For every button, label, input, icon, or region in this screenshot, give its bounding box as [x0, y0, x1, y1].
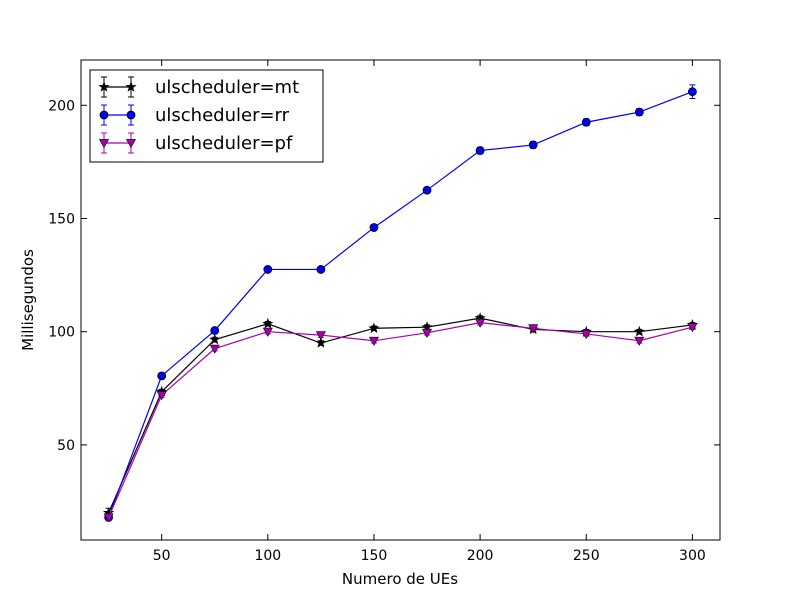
series-line: [108, 322, 693, 518]
y-tick-label: 150: [48, 211, 75, 227]
y-tick-label: 50: [57, 438, 75, 454]
axis-ticks: 50 100 150 200 250 300 50 100 150 200: [48, 60, 720, 564]
legend-entry-0: ulscheduler=mt: [98, 76, 299, 98]
x-axis-label: Numero de UEs: [342, 570, 458, 588]
legend: ulscheduler=mt ulscheduler=rr ulscheduler=…: [89, 69, 324, 163]
series-line: [108, 91, 693, 518]
legend-marker: [125, 139, 137, 149]
data-point: [316, 265, 326, 274]
y-axis-label: Millisegundos: [19, 249, 37, 351]
y-tick-label: 200: [48, 98, 75, 114]
legend-marker: [99, 110, 109, 120]
series-layer: [102, 84, 699, 523]
series-line: [108, 317, 693, 514]
series-1: [104, 84, 697, 522]
x-tick-label: 50: [153, 548, 171, 564]
data-point: [369, 223, 379, 232]
data-point: [687, 323, 698, 333]
data-point: [103, 513, 114, 523]
data-point: [315, 331, 326, 341]
data-point: [157, 371, 167, 381]
data-point: [422, 328, 433, 338]
x-tick-label: 250: [573, 548, 600, 564]
data-point: [528, 324, 539, 334]
legend-marker: [98, 81, 110, 92]
legend-label: ulscheduler=pf: [155, 133, 293, 154]
legend-label: ulscheduler=rr: [155, 105, 290, 126]
data-point: [634, 336, 645, 346]
data-point: [315, 337, 327, 348]
data-point: [581, 330, 592, 340]
data-point: [688, 87, 697, 97]
data-point: [368, 322, 380, 334]
legend-marker: [98, 139, 110, 149]
data-point: [633, 325, 645, 337]
series-2: [103, 318, 698, 523]
data-point: [422, 185, 432, 195]
data-point: [209, 344, 220, 354]
x-tick-label: 200: [467, 548, 494, 564]
data-point: [475, 146, 485, 155]
x-tick-label: 100: [254, 548, 281, 564]
data-point: [368, 336, 379, 346]
data-point: [156, 391, 167, 401]
data-point: [262, 327, 273, 337]
data-point: [210, 326, 220, 335]
legend-label: ulscheduler=mt: [155, 77, 299, 98]
data-point: [528, 140, 538, 150]
legend-marker: [125, 81, 137, 92]
data-point: [263, 265, 273, 274]
data-point: [209, 333, 221, 345]
data-point: [581, 117, 591, 127]
legend-marker: [126, 110, 136, 120]
data-point: [475, 318, 486, 328]
legend-entry-1: ulscheduler=rr: [99, 104, 290, 126]
legend-entry-2: ulscheduler=pf: [98, 132, 293, 154]
data-point: [634, 107, 644, 117]
x-tick-label: 150: [361, 548, 388, 564]
x-tick-label: 300: [679, 548, 706, 564]
y-tick-label: 100: [48, 325, 75, 341]
data-point: [262, 317, 274, 329]
